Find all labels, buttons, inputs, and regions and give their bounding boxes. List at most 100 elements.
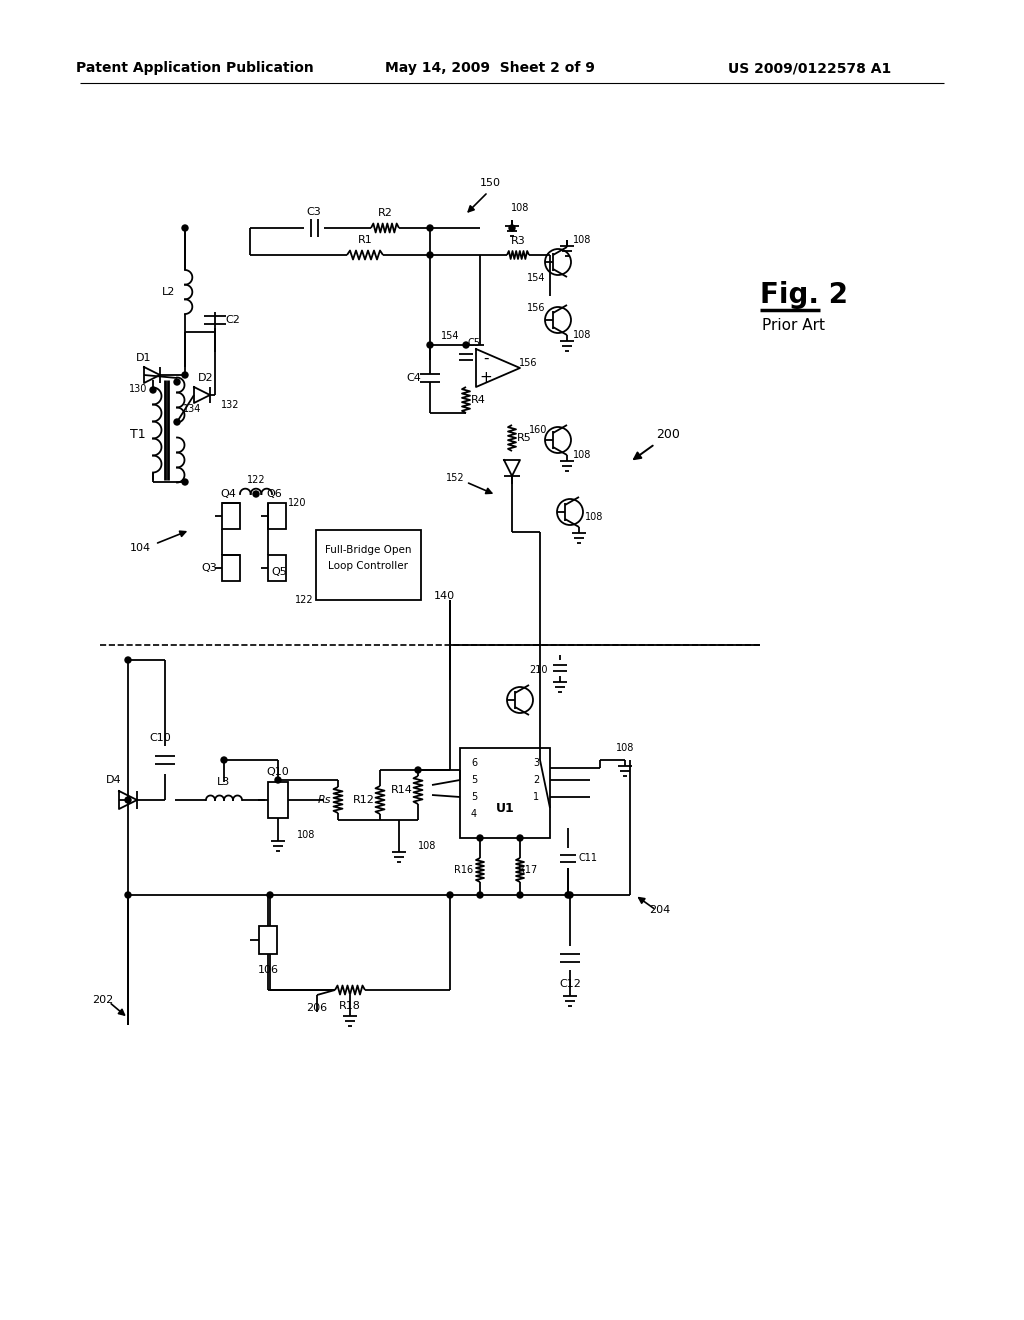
Bar — [222, 554, 240, 581]
Text: 202: 202 — [92, 995, 114, 1005]
Text: L2: L2 — [163, 286, 176, 297]
Text: Q3: Q3 — [201, 564, 217, 573]
Text: D2: D2 — [199, 374, 214, 383]
Text: Q5: Q5 — [271, 568, 287, 577]
Text: T1: T1 — [130, 429, 145, 441]
Text: 154: 154 — [526, 273, 545, 282]
Text: 4: 4 — [471, 809, 477, 818]
Circle shape — [275, 777, 281, 783]
Text: 156: 156 — [519, 358, 538, 368]
Text: Q4: Q4 — [220, 488, 236, 499]
Text: R14: R14 — [391, 785, 413, 795]
Circle shape — [477, 892, 483, 898]
Text: D4: D4 — [106, 775, 122, 785]
Bar — [222, 503, 240, 529]
Text: 204: 204 — [649, 906, 671, 915]
Bar — [268, 781, 288, 818]
Text: 210: 210 — [528, 665, 547, 675]
Text: R4: R4 — [471, 395, 485, 405]
Circle shape — [150, 387, 156, 393]
Text: 5: 5 — [471, 775, 477, 785]
Text: R18: R18 — [339, 1001, 360, 1011]
Text: Rs: Rs — [317, 795, 331, 805]
Text: R3: R3 — [511, 236, 525, 246]
Circle shape — [567, 892, 573, 898]
Text: 134: 134 — [183, 404, 201, 414]
Text: +: + — [479, 371, 493, 385]
Text: 108: 108 — [297, 830, 315, 840]
Text: 160: 160 — [528, 425, 547, 436]
Text: L3: L3 — [217, 777, 230, 787]
Text: 108: 108 — [572, 330, 591, 341]
Text: R5: R5 — [517, 433, 531, 444]
Text: C11: C11 — [579, 853, 597, 863]
Bar — [268, 554, 286, 581]
Text: 132: 132 — [221, 400, 240, 411]
Text: Full-Bridge Open: Full-Bridge Open — [325, 545, 412, 554]
Text: R12: R12 — [353, 795, 375, 805]
Text: R1: R1 — [357, 235, 373, 246]
Text: C10: C10 — [150, 733, 171, 743]
Circle shape — [427, 342, 433, 348]
Text: Q10: Q10 — [266, 767, 290, 777]
Text: 122: 122 — [247, 475, 265, 484]
Circle shape — [221, 756, 227, 763]
Text: 122: 122 — [295, 595, 313, 605]
Text: U1: U1 — [496, 801, 514, 814]
Text: US 2009/0122578 A1: US 2009/0122578 A1 — [728, 61, 892, 75]
Circle shape — [125, 657, 131, 663]
Circle shape — [565, 892, 571, 898]
Circle shape — [427, 252, 433, 257]
Circle shape — [463, 342, 469, 348]
Text: C4: C4 — [407, 374, 422, 383]
Circle shape — [182, 224, 188, 231]
Text: 140: 140 — [433, 591, 455, 601]
Text: Patent Application Publication: Patent Application Publication — [76, 61, 314, 75]
Text: Loop Controller: Loop Controller — [328, 561, 408, 572]
Bar — [316, 531, 421, 601]
Text: C5: C5 — [468, 338, 480, 348]
Text: 104: 104 — [129, 543, 151, 553]
Text: 3: 3 — [532, 758, 539, 768]
Text: C2: C2 — [225, 315, 241, 325]
Text: Prior Art: Prior Art — [762, 318, 825, 333]
Circle shape — [415, 767, 421, 774]
Text: 5: 5 — [471, 792, 477, 803]
Text: -: - — [483, 351, 488, 366]
Circle shape — [517, 836, 523, 841]
Text: Q6: Q6 — [266, 488, 282, 499]
Text: May 14, 2009  Sheet 2 of 9: May 14, 2009 Sheet 2 of 9 — [385, 61, 595, 75]
Text: 108: 108 — [511, 203, 529, 213]
Text: 108: 108 — [418, 841, 436, 851]
Circle shape — [182, 479, 188, 484]
Text: D1: D1 — [136, 352, 152, 363]
Circle shape — [174, 418, 180, 425]
Text: 108: 108 — [572, 235, 591, 246]
Bar — [268, 503, 286, 529]
Text: 150: 150 — [479, 178, 501, 187]
Text: C12: C12 — [559, 979, 581, 989]
Text: 206: 206 — [306, 1003, 328, 1012]
Text: 108: 108 — [572, 450, 591, 459]
Circle shape — [267, 892, 273, 898]
Text: 154: 154 — [440, 331, 459, 341]
Circle shape — [509, 224, 515, 231]
Circle shape — [253, 491, 259, 498]
Bar — [460, 748, 550, 838]
Text: 1: 1 — [532, 792, 539, 803]
Text: 152: 152 — [445, 473, 464, 483]
Text: 106: 106 — [257, 965, 279, 975]
Circle shape — [517, 892, 523, 898]
Circle shape — [182, 372, 188, 378]
Circle shape — [447, 892, 453, 898]
Circle shape — [174, 379, 180, 385]
Text: 108: 108 — [585, 512, 603, 521]
Text: 108: 108 — [615, 743, 634, 752]
Text: R17: R17 — [518, 865, 538, 875]
Text: R16: R16 — [455, 865, 473, 875]
Circle shape — [125, 797, 131, 803]
Bar — [259, 927, 278, 954]
Text: Fig. 2: Fig. 2 — [760, 281, 848, 309]
Text: 130: 130 — [129, 384, 147, 393]
Circle shape — [125, 892, 131, 898]
